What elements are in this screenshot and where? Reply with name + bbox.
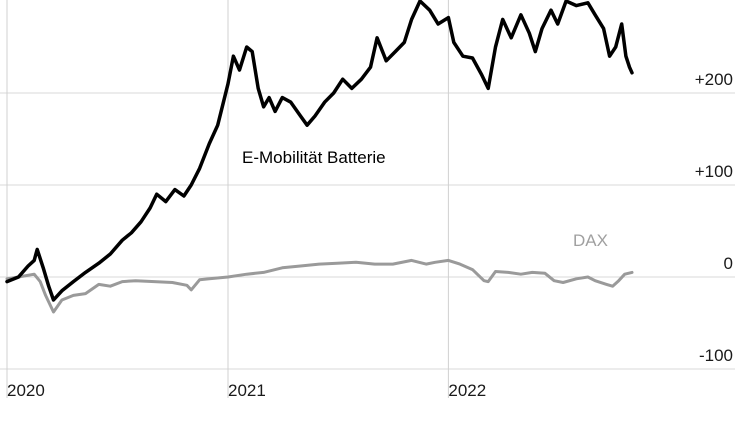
- horizontal-gridlines: [0, 92, 735, 370]
- y-tick-label: -100: [699, 346, 733, 365]
- y-axis-ticks: +200 +100 0 -100: [695, 70, 733, 365]
- series-line-e-mobilitaet-batterie: [5, 0, 634, 302]
- series-line-dax: [5, 258, 634, 314]
- vertical-gridlines: [6, 0, 449, 398]
- x-tick-label: 2022: [448, 381, 486, 400]
- series-label-dax: DAX: [573, 231, 608, 250]
- y-tick-label: 0: [724, 254, 733, 273]
- y-tick-label: +100: [695, 162, 733, 181]
- x-axis-ticks: 2020 2021 2022: [7, 381, 486, 400]
- x-tick-label: 2021: [228, 381, 266, 400]
- y-tick-label: +200: [695, 70, 733, 89]
- series-label-e-mobilitaet-batterie: E-Mobilität Batterie: [242, 148, 386, 167]
- x-tick-label: 2020: [7, 381, 45, 400]
- series-lines: [5, 0, 634, 314]
